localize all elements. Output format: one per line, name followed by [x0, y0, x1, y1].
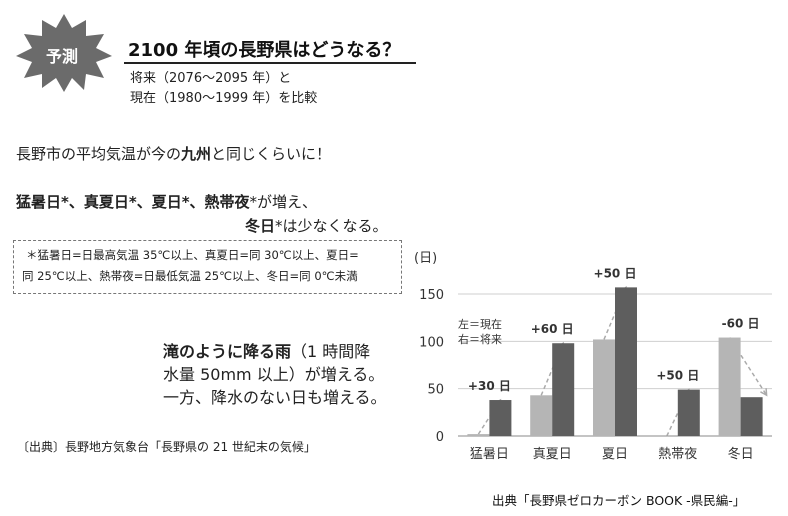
rain-statement: 滝のように降る雨（1 時間降: [163, 338, 370, 362]
bar-current: [593, 339, 615, 436]
rain-statement-line: 一方、降水のない日も増える。: [163, 388, 387, 407]
x-category-label: 夏日: [602, 447, 628, 462]
x-category-label: 冬日: [728, 446, 754, 462]
bar-current: [718, 337, 741, 436]
statement-emphasis: 冬日: [245, 217, 276, 235]
chart-bars: [467, 287, 763, 436]
y-axis-label: (日): [414, 251, 437, 266]
temperature-statement: 長野市の平均気温が今の九州と同じくらいに！: [16, 143, 331, 164]
statement-emphasis: 猛暑日*、真夏日*、夏日*、熱帯夜: [16, 193, 250, 211]
prediction-badge: [16, 14, 112, 92]
x-category-label: 熱帯夜: [658, 447, 697, 462]
comparison-period-current: 現在（1980～1999 年）を比較: [130, 91, 318, 106]
change-annotation: +50 日: [656, 369, 699, 383]
statement-emphasis: 九州: [181, 145, 212, 163]
statement-text: （1 時間降: [291, 342, 371, 361]
definitions-note-line: ＊猛暑日=日最高気温 35℃以上、真夏日=同 30℃以上、夏日=: [26, 248, 359, 262]
change-arrow-line: [728, 337, 768, 396]
frost-days-statement: 冬日*は少なくなる。: [245, 215, 388, 236]
source-citation: 〔出典〕長野地方気象台「長野県の 21 世紀末の気候」: [17, 440, 316, 454]
statement-emphasis: 滝のように降る雨: [163, 342, 292, 361]
credit-line: 出典「長野県ゼロカーボン BOOK -県民編-」: [492, 493, 746, 508]
statement-text: *は少なくなる。: [275, 217, 388, 235]
bar-future: [740, 397, 763, 436]
statement-text: と同じくらいに！: [211, 145, 332, 163]
statement-text: 長野市の平均気温が今の: [16, 145, 182, 163]
starburst-shape: [16, 14, 112, 92]
bar-future: [552, 343, 575, 436]
bar-future: [677, 389, 700, 436]
change-annotation: +50 日: [594, 266, 637, 280]
page-title: 2100 年頃の長野県はどうなる？: [128, 40, 401, 61]
y-tick-label: 100: [419, 335, 444, 350]
y-tick-label: 50: [427, 383, 444, 398]
y-tick-label: 150: [419, 288, 444, 303]
legend-future: 右＝将来: [458, 332, 502, 346]
legend-current: 左＝現在: [458, 318, 502, 331]
title-underline: [124, 62, 416, 64]
definitions-note-box: [13, 240, 402, 294]
bar-future: [615, 287, 637, 436]
badge-label: 予測: [46, 47, 79, 66]
bar-future: [489, 400, 512, 436]
x-category-label: 猛暑日: [470, 447, 509, 462]
change-arrow-head: [760, 388, 768, 397]
rain-statement-line: 水量 50mm 以上）が増える。: [163, 365, 385, 384]
y-tick-label: 0: [436, 430, 444, 445]
change-annotation: +30 日: [468, 379, 511, 393]
change-annotation: +60 日: [531, 322, 574, 336]
definitions-note-line: 同 25℃以上、熱帯夜=日最低気温 25℃以上、冬日=同 0℃未満: [22, 269, 358, 283]
x-category-label: 真夏日: [533, 447, 572, 462]
hot-days-statement: 猛暑日*、真夏日*、夏日*、熱帯夜*が増え、: [16, 191, 317, 212]
bar-current: [530, 395, 553, 436]
change-annotation: -60 日: [722, 317, 760, 331]
statement-text: *が増え、: [249, 193, 318, 211]
bar-current: [467, 434, 490, 436]
comparison-period-future: 将来（2076～2095 年）と: [130, 71, 292, 86]
